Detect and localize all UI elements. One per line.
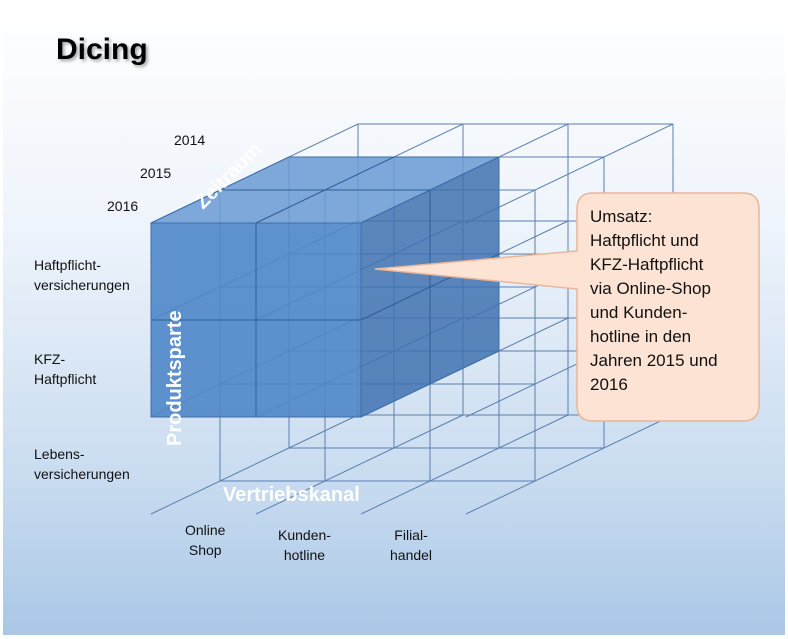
- cube-depth-edge: [465, 414, 674, 515]
- callout-bubble: [374, 192, 760, 422]
- olap-cube-diagram: Zeitraum Produktsparte Vertriebskanal: [150, 123, 760, 515]
- year-2015-label: 2015: [140, 165, 172, 181]
- product-label-lebens: Lebens- versicherungen: [34, 446, 130, 482]
- callout-line: Haftpflicht und: [590, 231, 699, 250]
- callout-line: via Online-Shop: [590, 279, 711, 298]
- callout-line: Umsatz:: [590, 207, 653, 226]
- cube-depth-edge: [465, 123, 674, 224]
- year-2016-label: 2016: [107, 198, 139, 214]
- year-2014-label: 2014: [174, 132, 206, 148]
- cube-front-wireframe: [151, 156, 500, 417]
- callout-line: 2016: [590, 375, 628, 394]
- cube-depth-edge: [255, 414, 464, 515]
- vertriebskanal-axis-title: Vertriebskanal: [223, 484, 360, 506]
- cube-depth-edge: [360, 414, 569, 515]
- callout-line: Jahren 2015 und: [590, 351, 718, 370]
- produktsparte-axis-title: Produktsparte: [164, 310, 186, 446]
- cube-depth-edge: [150, 414, 359, 515]
- product-label-haftpflicht: Haftpflicht- versicherungen: [34, 257, 130, 293]
- callout-line: KFZ-Haftpflicht: [590, 255, 704, 274]
- channel-label-filial: Filial- handel: [390, 527, 433, 563]
- product-label-kfz: KFZ- Haftpflicht: [34, 351, 97, 387]
- callout-line: und Kunden-: [590, 303, 688, 322]
- slide: Dicing 2014 2015 2016 Haftpflicht- versi…: [3, 3, 785, 635]
- channel-label-online: Online Shop: [185, 522, 226, 558]
- channel-label-hotline: Kunden- hotline: [278, 527, 331, 563]
- slide-title: Dicing: [56, 33, 148, 66]
- callout-text: Umsatz: Haftpflicht und KFZ-Haftpflicht via…: [590, 205, 765, 397]
- callout-line: hotline in den: [590, 327, 692, 346]
